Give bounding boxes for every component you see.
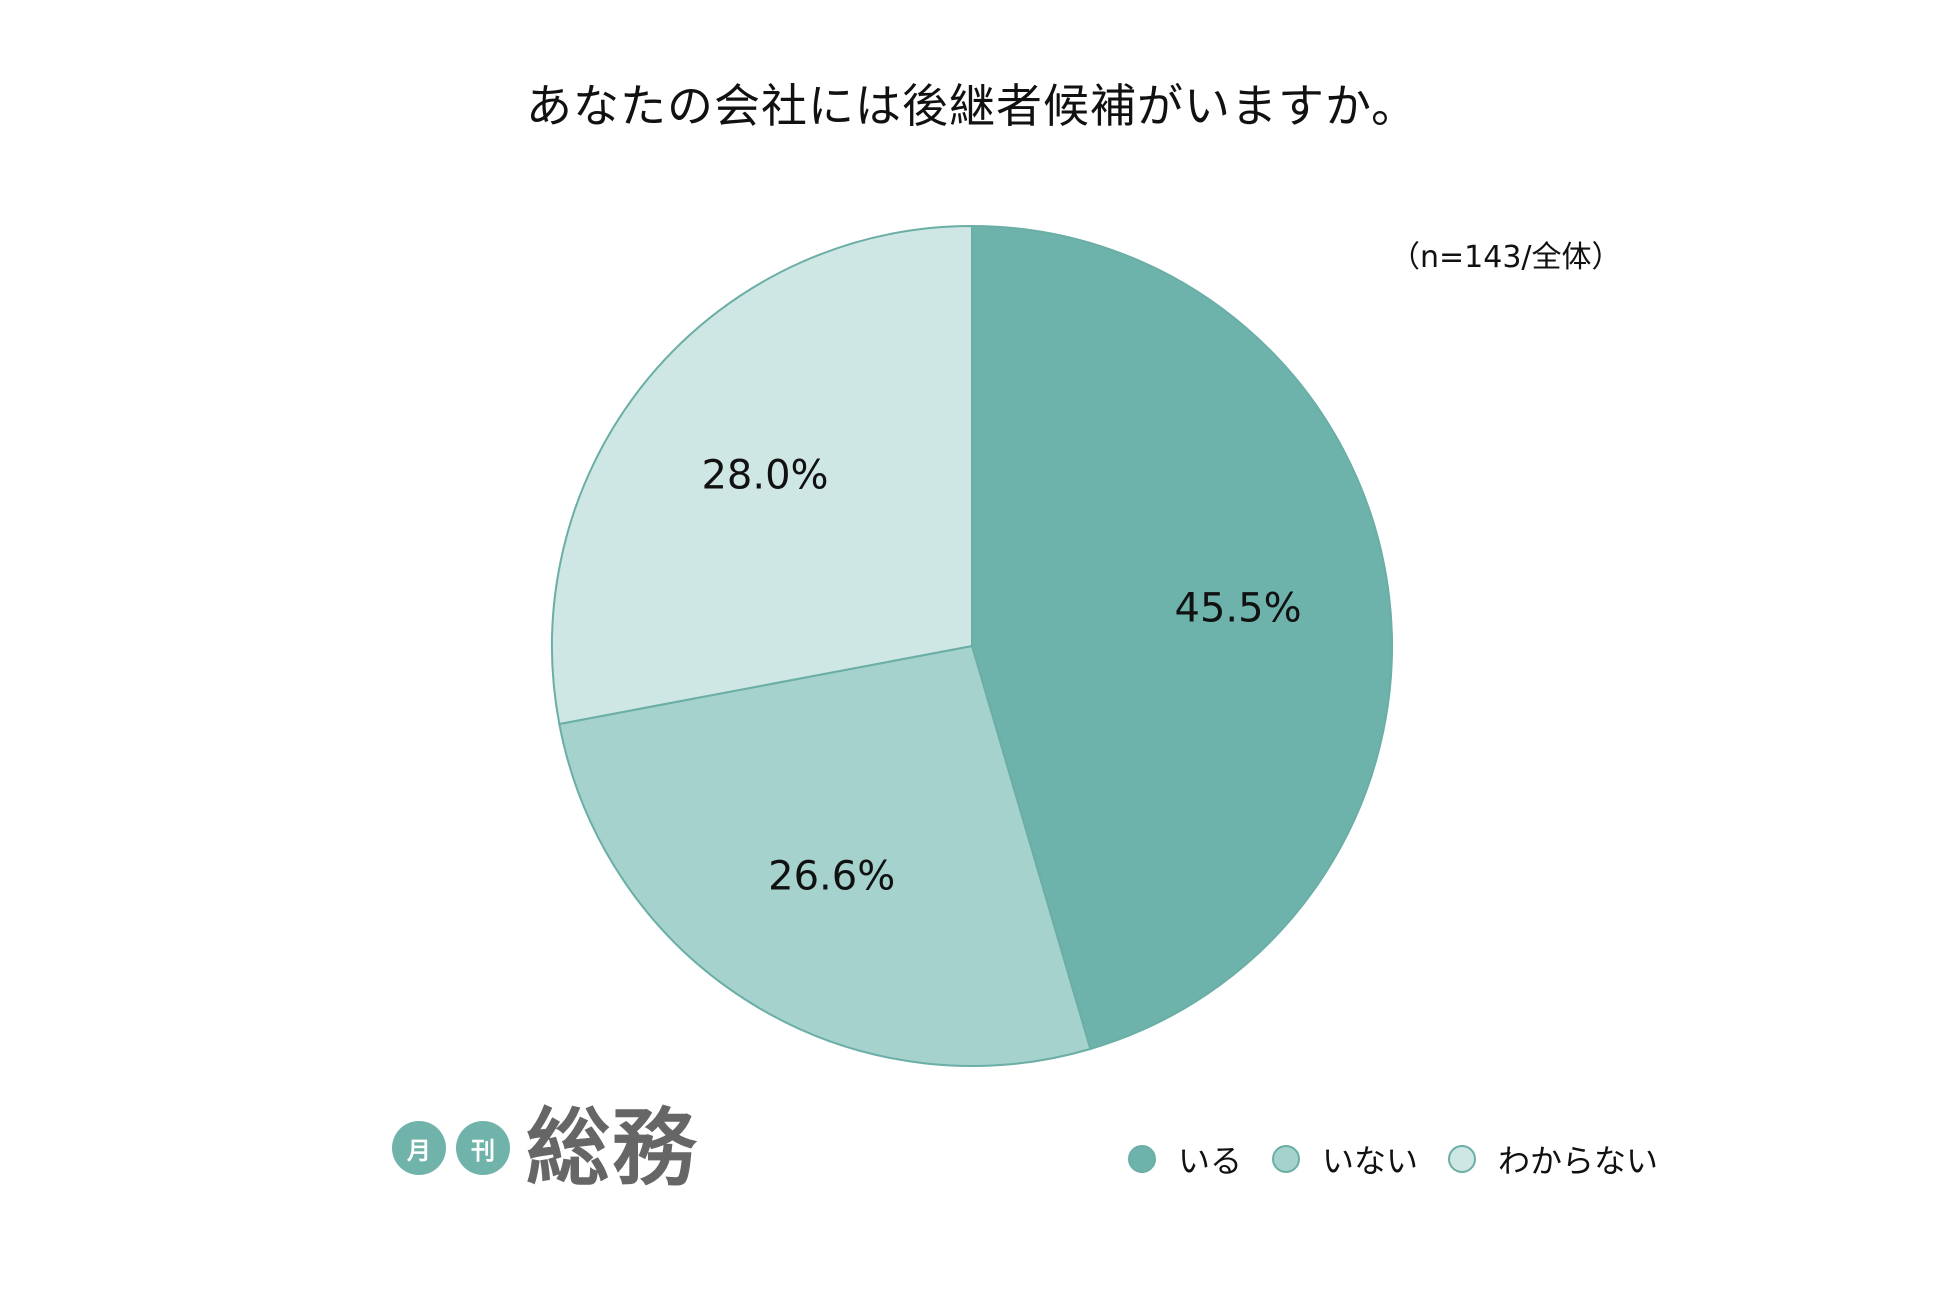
legend-item-inai: いない — [1272, 1136, 1418, 1182]
legend-item-wakaranai: わからない — [1448, 1136, 1658, 1182]
gekkan-soumu-logo: 月 刊 総務 — [392, 1106, 698, 1190]
logo-circle-getsu: 月 — [392, 1121, 446, 1175]
pie-label-wakaranai: 28.0% — [701, 452, 828, 498]
legend-item-iru: いる — [1128, 1136, 1242, 1182]
sample-size-note: （n=143/全体） — [1390, 240, 1622, 275]
pie-label-inai: 26.6% — [768, 853, 895, 899]
pie-slice-wakaranai — [551, 224, 973, 726]
chart-title: あなたの会社には後継者候補がいますか。 — [525, 79, 1419, 133]
legend-swatch-iru — [1128, 1145, 1156, 1173]
pie-slice-iru — [971, 224, 1394, 1051]
legend-label-inai: いない — [1322, 1142, 1419, 1180]
legend-swatch-inai — [1272, 1145, 1301, 1173]
legend: いる いない わからない — [1128, 1136, 1688, 1182]
logo-circle-kan: 刊 — [456, 1121, 510, 1175]
legend-swatch-wakaranai — [1448, 1145, 1477, 1173]
logo-text-soumu: 総務 — [526, 1099, 699, 1197]
legend-label-iru: いる — [1178, 1142, 1243, 1180]
pie-label-iru: 45.5% — [1175, 586, 1302, 632]
legend-label-wakaranai: わからない — [1498, 1142, 1659, 1180]
pie-slice-inai — [558, 644, 1092, 1067]
